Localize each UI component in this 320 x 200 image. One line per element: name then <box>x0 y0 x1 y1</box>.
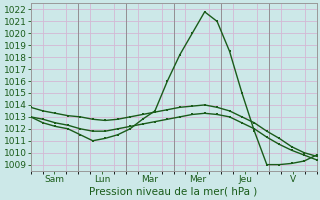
X-axis label: Pression niveau de la mer( hPa ): Pression niveau de la mer( hPa ) <box>90 187 258 197</box>
